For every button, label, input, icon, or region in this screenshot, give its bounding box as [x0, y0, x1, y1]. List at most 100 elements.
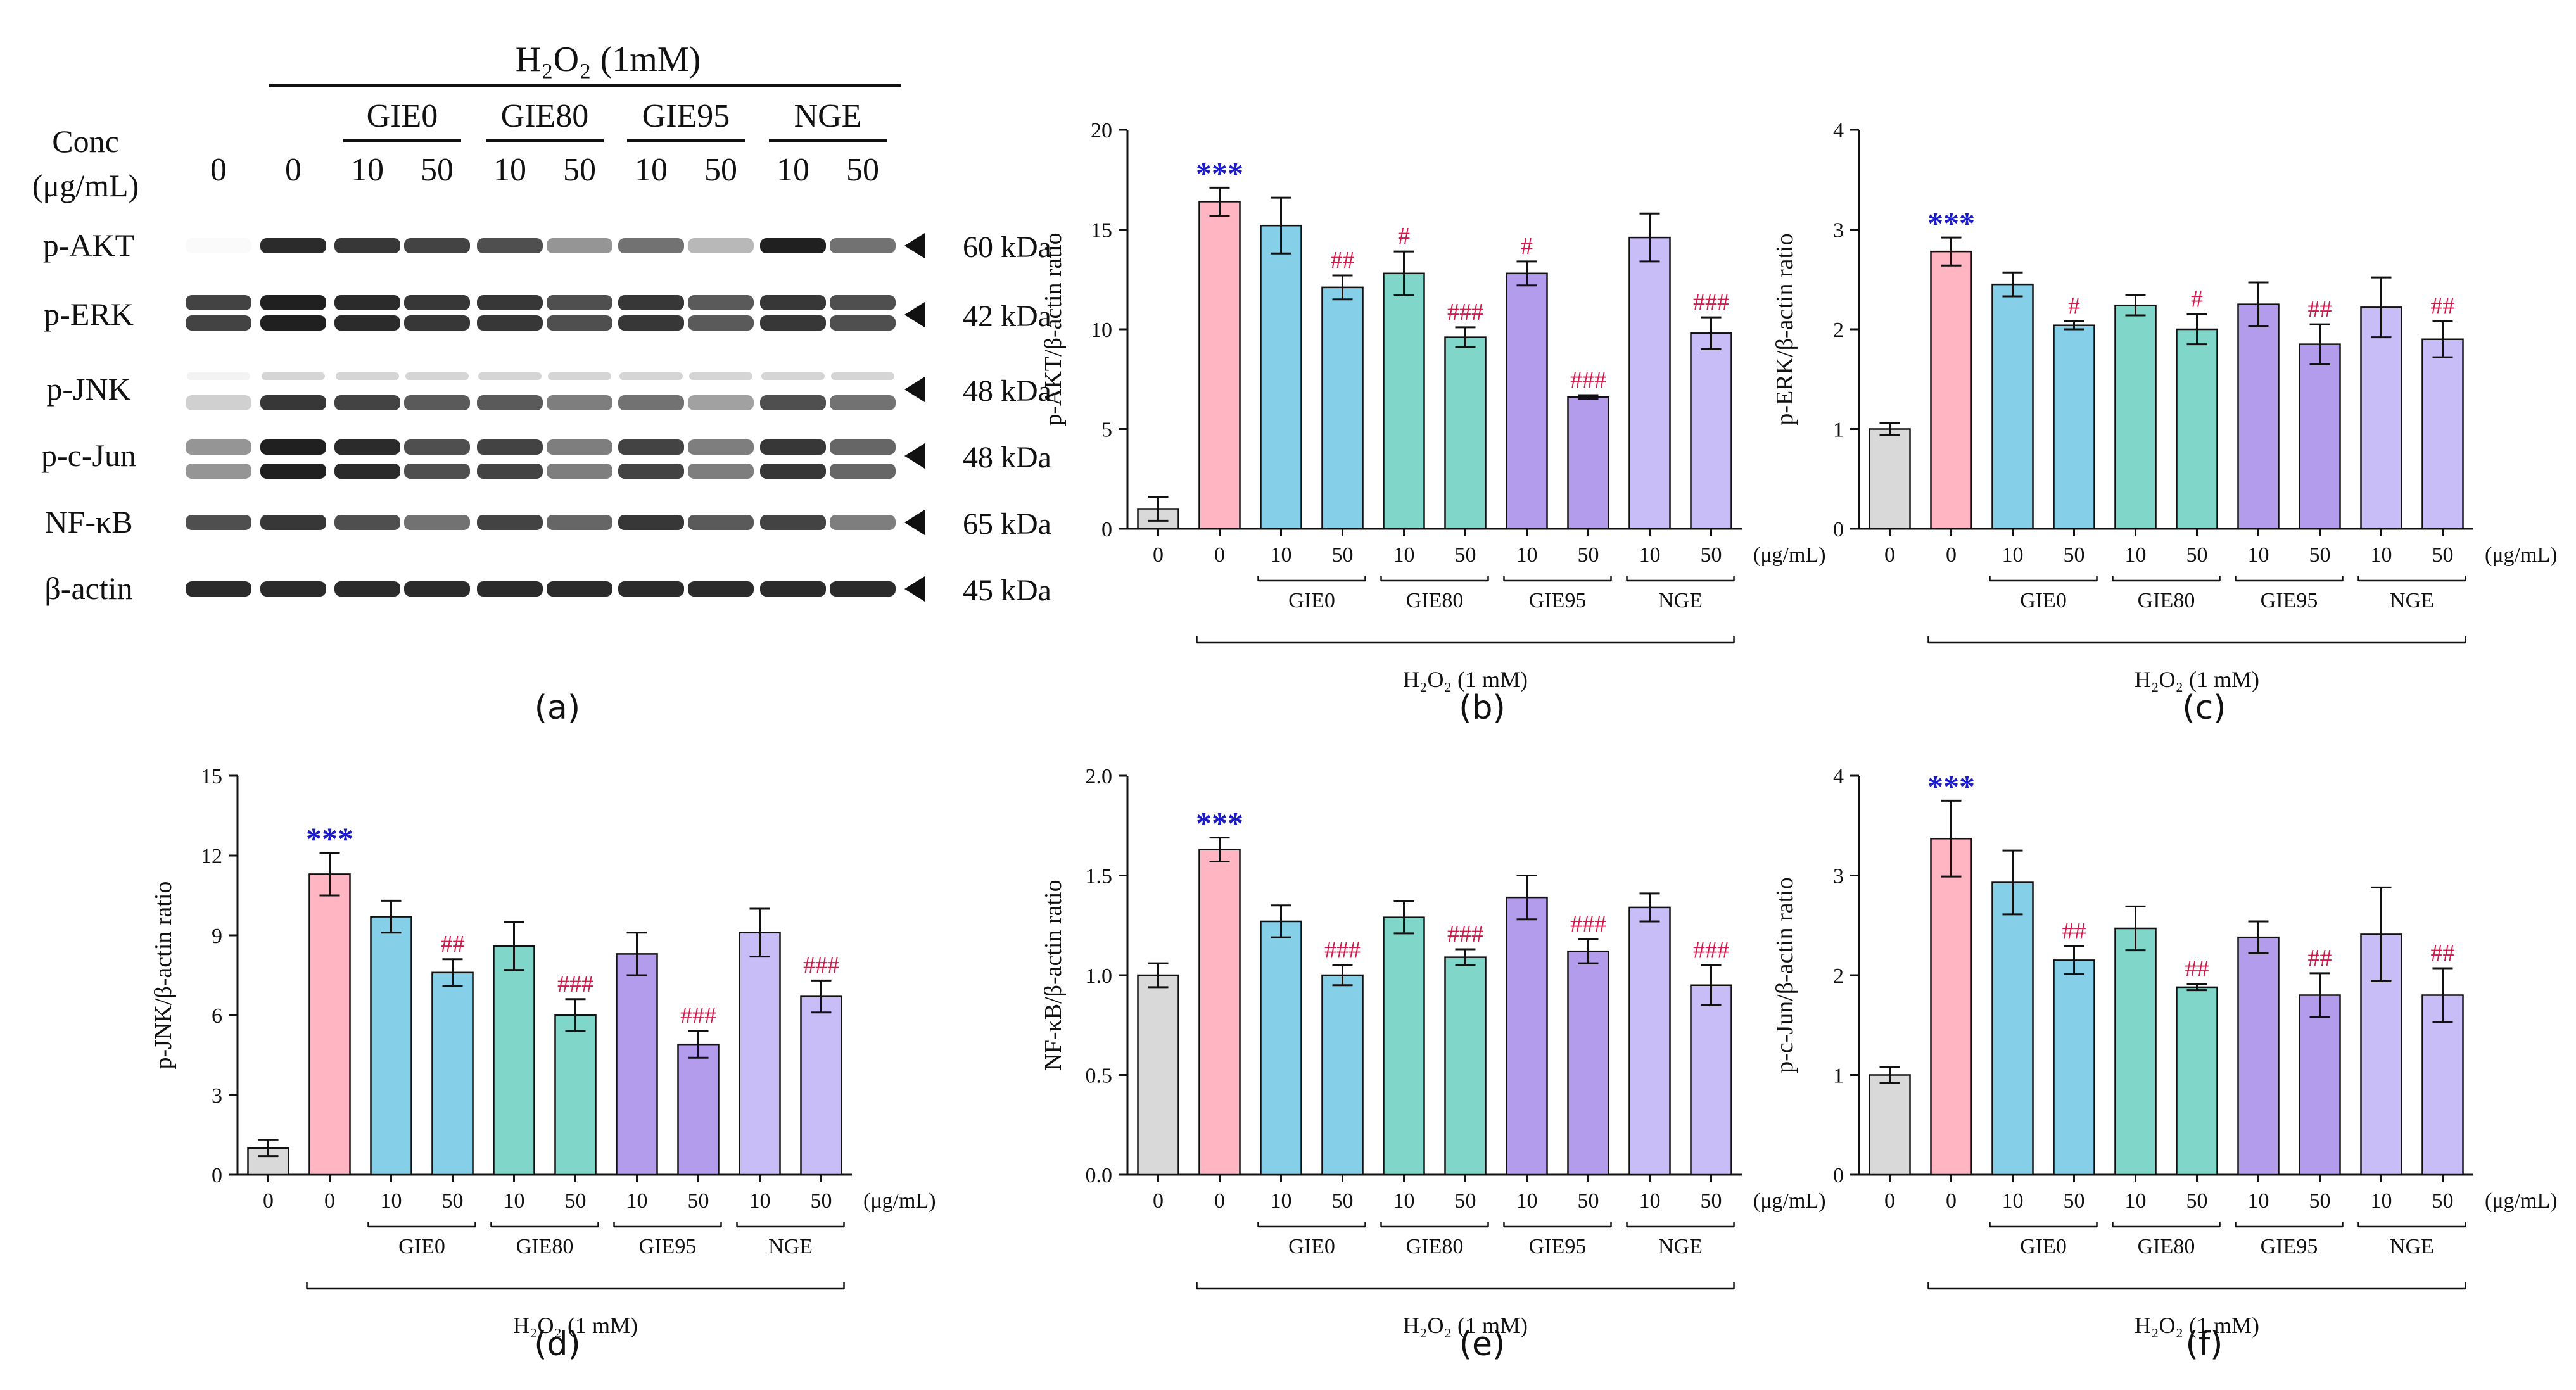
x-tick-label: 50	[1701, 543, 1722, 567]
blot-band	[618, 464, 684, 479]
bar	[1930, 250, 1972, 530]
x-tick-label: 50	[1701, 1189, 1722, 1213]
bar	[1991, 283, 2034, 530]
blot-protein-label: NF-κB	[44, 504, 132, 540]
significance-label: ***	[1196, 155, 1243, 191]
bar	[308, 873, 351, 1176]
group-label: GIE95	[1529, 589, 1587, 612]
blot-band	[334, 439, 400, 455]
blot-band	[260, 315, 326, 331]
significance-label: #	[1521, 233, 1533, 260]
significance-label: ###	[1693, 937, 1729, 963]
blot-band	[405, 372, 469, 380]
blot-group-label: NGE	[794, 98, 862, 134]
bar	[616, 953, 658, 1176]
blot-lane-conc: 10	[351, 152, 384, 188]
treatment-label: H₂O₂ (1 mM)	[2135, 1313, 2259, 1338]
blot-band	[618, 515, 684, 530]
bar	[1444, 336, 1487, 530]
significance-label: ###	[1324, 937, 1361, 963]
blot-band	[404, 581, 470, 597]
x-tick-label: 10	[2125, 543, 2147, 567]
group-label: NGE	[2390, 1235, 2434, 1258]
group-label: GIE0	[1288, 589, 1335, 612]
blot-band	[688, 238, 754, 253]
bar	[1628, 906, 1671, 1176]
x-tick-label: 10	[1393, 543, 1415, 567]
panel-label-a: (a)	[535, 689, 580, 727]
x-unit-label: (μg/mL)	[2485, 543, 2558, 567]
blot-band	[478, 372, 542, 380]
x-tick-label: 10	[2002, 543, 2024, 567]
blot-band	[477, 464, 543, 479]
x-tick-label: 10	[381, 1189, 402, 1213]
y-tick-label: 3	[1833, 219, 1844, 243]
x-tick-label: 10	[2125, 1189, 2147, 1213]
blot-band	[477, 315, 543, 331]
bar	[2299, 343, 2341, 530]
blot-band	[477, 238, 543, 253]
significance-label: ***	[306, 821, 353, 856]
significance-label: ###	[1447, 921, 1483, 947]
blot-band	[334, 581, 400, 597]
x-tick-label: 10	[2371, 543, 2392, 567]
bar	[1690, 332, 1732, 530]
group-label: GIE80	[2138, 1235, 2195, 1258]
blot-size-label: 60 kDa	[963, 231, 1051, 264]
blot-lane-conc: 50	[704, 152, 737, 188]
blot-band	[404, 315, 470, 331]
y-tick-label: 15	[1091, 219, 1112, 243]
bar	[370, 916, 412, 1176]
y-tick-label: 2.0	[1086, 765, 1113, 788]
blot-size-label: 48 kDa	[963, 374, 1051, 408]
blot-lane-conc: 10	[635, 152, 668, 188]
x-tick-label: 50	[2309, 1189, 2331, 1213]
x-tick-label: 10	[504, 1189, 525, 1213]
y-tick-label: 1.5	[1086, 865, 1113, 888]
y-tick-label: 4	[1833, 765, 1844, 788]
significance-label: ***	[1927, 205, 1975, 241]
x-tick-label: 50	[2186, 1189, 2208, 1213]
bar	[1567, 396, 1609, 530]
blot-conc-unit: (μg/mL)	[32, 168, 139, 203]
x-tick-label: 10	[1393, 1189, 1415, 1213]
blot-lane-conc: 10	[493, 152, 526, 188]
blot-band	[547, 395, 612, 410]
significance-label: ##	[2308, 945, 2332, 971]
x-tick-label: 0	[324, 1189, 335, 1213]
blot-band	[334, 464, 400, 479]
bar	[493, 945, 535, 1176]
blot-band	[547, 581, 612, 597]
blot-group-label: GIE80	[501, 98, 589, 134]
treatment-label: H₂O₂ (1 mM)	[513, 1313, 638, 1338]
bar	[1690, 984, 1732, 1176]
bar	[2421, 338, 2464, 530]
bar	[554, 1014, 597, 1176]
x-tick-label: 50	[1455, 1189, 1476, 1213]
blot-band	[830, 581, 896, 597]
group-label: GIE80	[1406, 1235, 1464, 1258]
bar	[2114, 304, 2157, 530]
group-label: GIE0	[1288, 1235, 1335, 1258]
bar	[800, 995, 842, 1176]
blot-arrow-icon	[904, 233, 925, 258]
bar	[1628, 236, 1671, 530]
significance-label: ###	[1570, 911, 1606, 937]
blot-band	[477, 515, 543, 530]
y-tick-label: 4	[1833, 119, 1844, 142]
x-tick-label: 0	[1946, 1189, 1957, 1213]
bar	[1991, 881, 2034, 1176]
bar	[2237, 936, 2280, 1176]
bar	[1383, 272, 1425, 530]
blot-band	[186, 295, 251, 310]
chart-p-jnk: 0 3 6 9 12 15 p-JNK/β-actin ratio 0 *** 0 10 ## 50 10…	[150, 765, 936, 1363]
blot-lane-conc: 50	[421, 152, 454, 188]
group-label: NGE	[768, 1235, 813, 1258]
panel-label: (e)	[1459, 1325, 1506, 1363]
y-axis-label: p-AKT/β-actin ratio	[1040, 232, 1067, 426]
significance-label: #	[1398, 223, 1410, 250]
blot-protein-label: p-JNK	[46, 371, 130, 407]
significance-label: ##	[2185, 956, 2209, 982]
blot-band	[547, 238, 612, 253]
blot-protein-label: p-c-Jun	[41, 438, 136, 473]
